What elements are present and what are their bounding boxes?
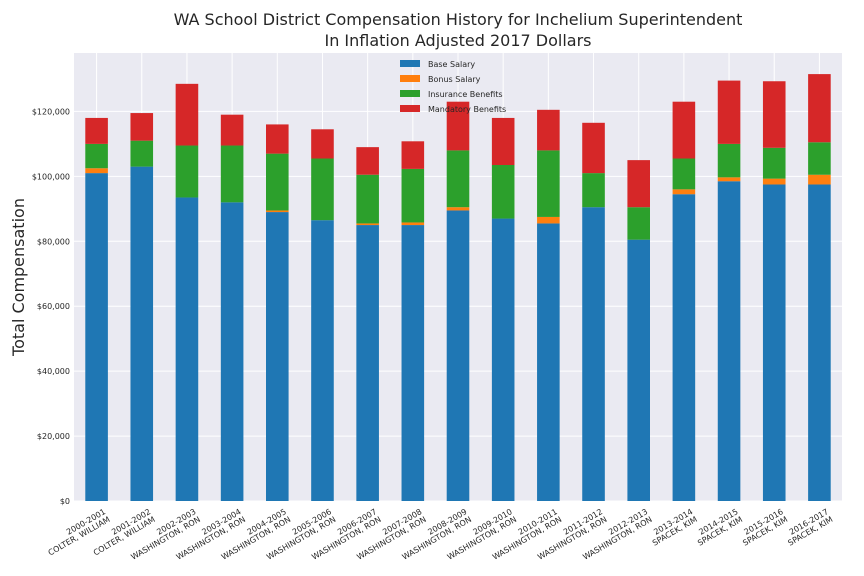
bar-segment	[446, 101, 470, 151]
bar-segment	[175, 197, 199, 501]
bar-segment	[672, 194, 696, 501]
bar-segment	[537, 223, 560, 501]
bar-segment	[491, 117, 515, 165]
chart-title-line-1: WA School District Compensation History …	[174, 10, 743, 29]
bar-segment	[175, 83, 199, 146]
bar-segment	[717, 80, 741, 144]
bar-segment	[266, 210, 289, 213]
x-tick-label: 2016-2017SPACEK, KIM	[782, 507, 834, 548]
bar-segment	[762, 147, 786, 179]
y-tick-label: $80,000	[37, 237, 70, 246]
bar-segment	[220, 114, 244, 146]
bar-segment	[582, 173, 605, 208]
legend-label: Mandatory Benefits	[428, 105, 506, 114]
bar-segment	[356, 225, 379, 501]
bar-segment	[627, 207, 650, 240]
bar-segment	[220, 145, 244, 203]
bar-segment	[311, 158, 334, 221]
bar-segment	[130, 113, 154, 141]
bar-segment	[717, 143, 741, 178]
bar-segment	[537, 216, 560, 224]
bar-segment	[356, 223, 379, 226]
bar-segment	[175, 145, 199, 198]
bar-segment	[401, 168, 425, 223]
y-axis-label: Total Compensation	[9, 198, 28, 357]
legend-swatch	[400, 60, 420, 67]
bar-segment	[220, 202, 244, 502]
bar-segment	[446, 210, 470, 501]
bar-segment	[311, 220, 334, 501]
bar-segment	[401, 225, 425, 501]
bar-segment	[808, 142, 831, 175]
legend-swatch	[400, 75, 420, 82]
bar-segment	[356, 174, 379, 224]
bar-segment	[672, 189, 696, 195]
x-tick-label: 2015-2016SPACEK, KIM	[737, 507, 789, 548]
bar-segment	[762, 178, 786, 185]
chart-title-line-2: In Inflation Adjusted 2017 Dollars	[324, 31, 591, 50]
bar-segment	[717, 181, 741, 502]
y-tick-label: $100,000	[32, 172, 70, 181]
bar-segment	[582, 207, 605, 502]
bar-segment	[356, 147, 379, 175]
legend: Base Salary Bonus Salary Insurance Benefit…	[400, 60, 506, 114]
bar-segment	[401, 141, 425, 169]
bar-segment	[537, 109, 560, 151]
bar-segment	[627, 239, 650, 501]
legend-label: Insurance Benefits	[428, 90, 503, 99]
bar-segment	[311, 129, 334, 159]
bar-segment	[672, 101, 696, 159]
bar-segment	[762, 81, 786, 148]
bar-segment	[85, 117, 108, 144]
bar-segment	[446, 150, 470, 208]
legend-label: Bonus Salary	[428, 75, 481, 84]
bar-segment	[130, 140, 154, 167]
y-tick-label: $40,000	[37, 367, 70, 376]
bars	[85, 74, 831, 502]
x-tick-labels: 2000-2001COLTER, WILLIAM2001-2002COLTER,…	[47, 507, 835, 562]
bar-segment	[401, 222, 425, 226]
bar-segment	[85, 143, 108, 169]
bar-segment	[762, 184, 786, 501]
legend-swatch	[400, 90, 420, 97]
bar-segment	[491, 218, 515, 501]
y-tick-label: $60,000	[37, 302, 70, 311]
legend-label: Base Salary	[428, 60, 475, 69]
x-tick-label: 2013-2014SPACEK, KIM	[647, 507, 699, 548]
bar-segment	[808, 74, 831, 143]
bar-segment	[130, 166, 154, 502]
x-tick-label: 2014-2015SPACEK, KIM	[692, 507, 744, 548]
legend-swatch	[400, 105, 420, 112]
bar-segment	[808, 174, 831, 185]
bar-segment	[491, 165, 515, 219]
y-tick-label: $20,000	[37, 432, 70, 441]
bar-segment	[266, 153, 289, 211]
bar-segment	[266, 124, 289, 154]
y-tick-labels: $0 $20,000 $40,000 $60,000 $80,000 $100,000 $1…	[32, 107, 70, 506]
y-tick-label: $120,000	[32, 107, 70, 116]
bar-segment	[627, 160, 650, 208]
bar-segment	[446, 207, 470, 211]
bar-segment	[808, 184, 831, 501]
bar-segment	[266, 212, 289, 502]
bar-segment	[85, 173, 108, 501]
bar-segment	[717, 177, 741, 182]
y-tick-label: $0	[60, 497, 70, 506]
bar-segment	[582, 122, 605, 174]
bar-segment	[537, 150, 560, 217]
bar-segment	[672, 158, 696, 190]
bar-segment	[85, 168, 108, 174]
